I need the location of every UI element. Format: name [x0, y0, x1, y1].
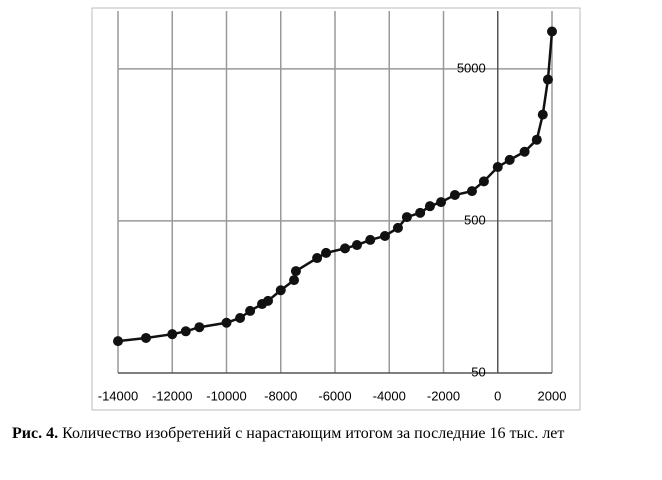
x-tick-label: -4000 — [373, 388, 406, 403]
y-tick-label: 500 — [464, 212, 486, 227]
x-tick-label: -8000 — [264, 388, 297, 403]
caption: Рис. 4. Количество изобретений с нараста… — [12, 424, 652, 444]
point — [194, 322, 205, 333]
point — [415, 207, 426, 218]
point — [221, 317, 232, 328]
x-tick-label: -6000 — [318, 388, 351, 403]
point — [436, 197, 447, 208]
point — [113, 336, 123, 347]
point — [351, 240, 362, 251]
point — [504, 154, 515, 165]
x-tick-label: 2000 — [538, 388, 567, 403]
point — [379, 230, 390, 241]
point — [263, 295, 274, 306]
x-tick-label: -14000 — [98, 388, 138, 403]
point — [140, 332, 151, 343]
point — [519, 146, 530, 157]
y-tick-label: 50 — [471, 364, 485, 379]
point — [424, 201, 435, 212]
caption-label: Рис. 4. — [12, 425, 59, 442]
point — [449, 190, 460, 201]
point — [478, 176, 489, 187]
point — [290, 266, 301, 277]
point — [392, 222, 403, 233]
point — [542, 74, 553, 85]
x-tick-label: -12000 — [152, 388, 192, 403]
point — [466, 186, 477, 197]
point — [537, 109, 548, 120]
point — [340, 243, 351, 254]
point — [312, 253, 323, 264]
caption-text: Количество изобретений с нарастающим ито… — [62, 425, 565, 442]
point — [167, 329, 178, 340]
chart-frame — [91, 7, 581, 411]
x-tick-label: 0 — [494, 388, 501, 403]
series-line — [117, 31, 554, 343]
x-tick-label: -10000 — [206, 388, 246, 403]
x-tick-label: -2000 — [427, 388, 460, 403]
point — [401, 212, 412, 223]
point — [547, 26, 557, 37]
point — [492, 162, 503, 173]
point — [235, 312, 246, 323]
point — [321, 247, 332, 258]
point — [289, 275, 300, 286]
point — [275, 285, 286, 296]
point — [531, 134, 542, 145]
point — [180, 326, 191, 337]
chart: -14000 -12000 -10000 -8000 -6000 -4000 -2000 0 2… — [91, 7, 581, 411]
y-tick-label: 5000 — [457, 60, 486, 75]
point — [365, 234, 376, 245]
point — [245, 305, 256, 316]
